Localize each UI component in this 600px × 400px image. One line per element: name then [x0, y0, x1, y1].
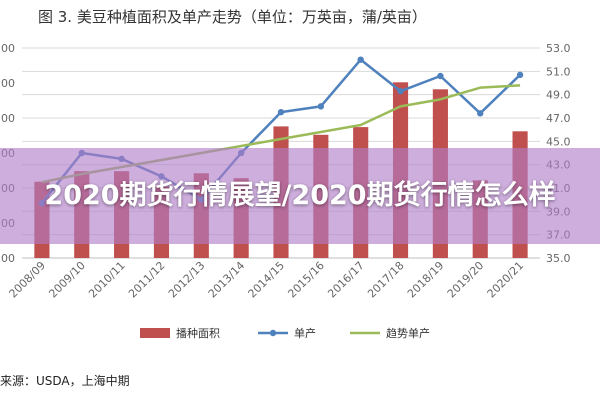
legend-label: 趋势单产 — [386, 326, 430, 340]
x-tick-label: 2010/11 — [86, 259, 128, 301]
x-tick-label: 2008/09 — [7, 259, 49, 301]
legend: 播种面积 单产 趋势单产 — [140, 326, 430, 340]
x-labels: 2008/092009/102010/112011/122012/132013/… — [7, 259, 527, 301]
y-left-tick-label: 00 — [1, 42, 15, 55]
source-note: 来源：USDA，上海中期 — [0, 373, 130, 388]
y-left-tick-label: 00 — [1, 77, 15, 90]
x-tick-label: 2011/12 — [126, 259, 168, 301]
data-point — [357, 56, 364, 63]
data-point — [477, 110, 484, 117]
y-right-tick-label: 45.0 — [546, 135, 571, 148]
chart-title: 图 3. 美豆种植面积及单产走势（单位：万英亩，蒲/英亩） — [38, 8, 427, 26]
y-right-tick-label: 35.0 — [546, 252, 571, 265]
overlay-banner: 2020期货行情展望/2020期货行情怎么样 — [0, 148, 600, 244]
data-point — [277, 108, 285, 116]
legend-label: 单产 — [294, 326, 316, 340]
x-tick-label: 2013/14 — [206, 259, 248, 301]
y-right-tick-label: 51.0 — [546, 65, 571, 78]
legend-label: 播种面积 — [176, 326, 220, 340]
x-tick-label: 2018/19 — [405, 259, 447, 301]
data-point — [397, 87, 404, 95]
y-right-tick-label: 49.0 — [546, 89, 571, 102]
data-point — [516, 71, 524, 79]
x-tick-label: 2020/21 — [485, 259, 527, 301]
x-tick-label: 2015/16 — [285, 259, 327, 301]
legend-swatch — [140, 328, 170, 338]
y-right-tick-label: 47.0 — [546, 112, 571, 125]
overlay-title: 2020期货行情展望/2020期货行情怎么样 — [44, 180, 556, 211]
legend-marker — [269, 329, 277, 337]
x-tick-label: 2016/17 — [325, 259, 367, 301]
x-tick-label: 2012/13 — [166, 259, 208, 301]
y-left-tick-label: 00 — [1, 252, 15, 265]
x-tick-label: 2009/10 — [46, 259, 88, 301]
x-tick-label: 2017/18 — [365, 259, 407, 301]
y-left-tick-label: 00 — [1, 112, 15, 125]
x-tick-label: 2014/15 — [246, 259, 288, 301]
x-tick-label: 2019/20 — [445, 259, 487, 301]
data-point — [317, 103, 325, 110]
data-point — [437, 72, 444, 80]
y-right-tick-label: 53.0 — [546, 42, 571, 55]
